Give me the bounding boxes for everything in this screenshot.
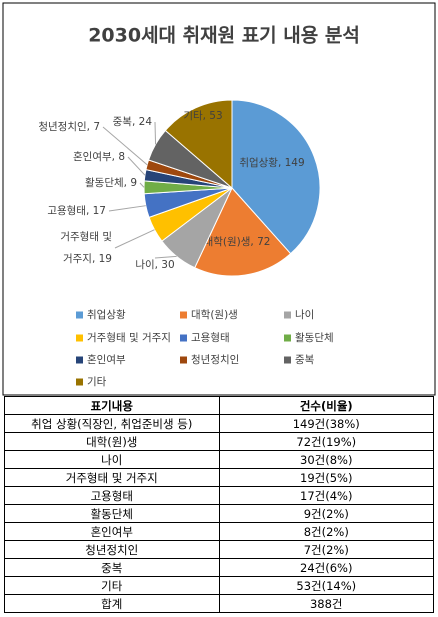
legend-swatch xyxy=(284,334,291,342)
legend-swatch xyxy=(284,311,291,319)
legend-swatch xyxy=(180,334,187,342)
data-label-line: 거주지, 19 xyxy=(63,253,112,265)
table-row: 기타 53건(14%) xyxy=(4,576,434,595)
data-table: 표기내용 건수(비율) 취업 상황(직장인, 취업준비생 등) 149건(38%) 대학… xyxy=(4,396,434,613)
table-cell: 청년정치인 xyxy=(4,540,220,559)
data-label-line: 거주형태 및 xyxy=(60,231,112,243)
pie-slice xyxy=(231,99,321,255)
legend-label: 기타 xyxy=(87,376,107,388)
leader-line xyxy=(127,156,146,176)
table-row: 고용형태 17건(4%) xyxy=(4,486,434,505)
table-cell: 합계 xyxy=(4,594,220,613)
data-label: 혼인여부, 8 xyxy=(73,150,125,163)
table-row: 혼인여부 8건(2%) xyxy=(4,522,434,541)
table-cell: 17건(4%) xyxy=(218,486,434,505)
table-row: 청년정치인 7건(2%) xyxy=(4,540,434,559)
table-cell: 나이 xyxy=(4,450,220,469)
table-row: 거주형태 및 거주지 19건(5%) xyxy=(4,468,434,487)
data-label: 활동단체, 9 xyxy=(85,176,137,189)
table-row: 중복 24건(6%) xyxy=(4,558,434,577)
chart-title: 2030세대 취재원 표기 내용 분석 xyxy=(88,25,360,47)
data-label: 중복, 24 xyxy=(113,116,153,128)
legend-label: 혼인여부 xyxy=(87,353,126,366)
table-cell: 19건(5%) xyxy=(218,468,434,487)
table-row: 활동단체 9건(2%) xyxy=(4,504,434,523)
table-cell: 기타 xyxy=(4,576,220,595)
table-cell: 149건(38%) xyxy=(218,414,434,433)
data-label: 청년정치인, 7 xyxy=(38,121,100,133)
table-header-cell: 건수(비율) xyxy=(218,396,434,415)
table-row: 합계 388건 xyxy=(4,594,434,613)
leader-line xyxy=(102,126,148,166)
legend-label: 취업상황 xyxy=(87,308,126,321)
legend-label: 활동단체 xyxy=(295,331,334,344)
legend-label: 나이 xyxy=(295,309,314,321)
table-cell: 거주형태 및 거주지 xyxy=(4,468,220,487)
table-cell: 7건(2%) xyxy=(218,540,434,559)
legend-swatch xyxy=(284,356,291,364)
table-cell: 중복 xyxy=(4,558,220,577)
legend-swatch xyxy=(76,356,83,364)
leader-line xyxy=(154,121,157,145)
table-header-cell: 표기내용 xyxy=(4,396,220,415)
legend-swatch xyxy=(76,334,83,342)
table-row: 나이 30건(8%) xyxy=(4,450,434,469)
legend-label: 고용형태 xyxy=(191,332,230,344)
legend-swatch xyxy=(180,311,187,319)
table-cell: 혼인여부 xyxy=(4,522,220,541)
legend-label: 중복 xyxy=(295,354,315,366)
table-cell: 8건(2%) xyxy=(218,522,434,541)
data-label: 대학(원)생, 72 xyxy=(204,236,271,248)
data-label: 나이, 30 xyxy=(135,259,174,271)
legend-label: 청년정치인 xyxy=(191,354,239,366)
pie-slice xyxy=(194,187,292,277)
table-cell: 30건(8%) xyxy=(218,450,434,469)
table-cell: 취업 상황(직장인, 취업준비생 등) xyxy=(4,414,220,433)
leader-line xyxy=(108,205,146,212)
legend-label: 대학(원)생 xyxy=(191,309,238,321)
table-cell: 24건(6%) xyxy=(218,558,434,577)
legend-label: 거주형태 및 거주지 xyxy=(87,332,171,344)
table-cell: 대학(원)생 xyxy=(4,432,220,451)
legend-swatch xyxy=(76,311,83,319)
pie-slice xyxy=(164,99,233,190)
table-header-row: 표기내용 건수(비율) xyxy=(4,396,434,415)
data-label: 취업상황, 149 xyxy=(239,156,304,169)
leader-line xyxy=(154,255,177,259)
table-row: 취업 상황(직장인, 취업준비생 등) 149건(38%) xyxy=(4,414,434,433)
table-cell: 고용형태 xyxy=(4,486,220,505)
data-label: 기타, 53 xyxy=(183,110,222,122)
legend-swatch xyxy=(76,378,83,386)
table-cell: 388건 xyxy=(218,594,434,613)
leader-line xyxy=(139,182,145,188)
legend-swatch xyxy=(180,356,187,364)
table-cell: 53건(14%) xyxy=(218,576,434,595)
table-row: 대학(원)생 72건(19%) xyxy=(4,432,434,451)
data-label: 고용형태, 17 xyxy=(47,205,106,217)
leader-line xyxy=(114,229,155,249)
table-cell: 9건(2%) xyxy=(218,504,434,523)
table-cell: 활동단체 xyxy=(4,504,220,523)
table-cell: 72건(19%) xyxy=(218,432,434,451)
